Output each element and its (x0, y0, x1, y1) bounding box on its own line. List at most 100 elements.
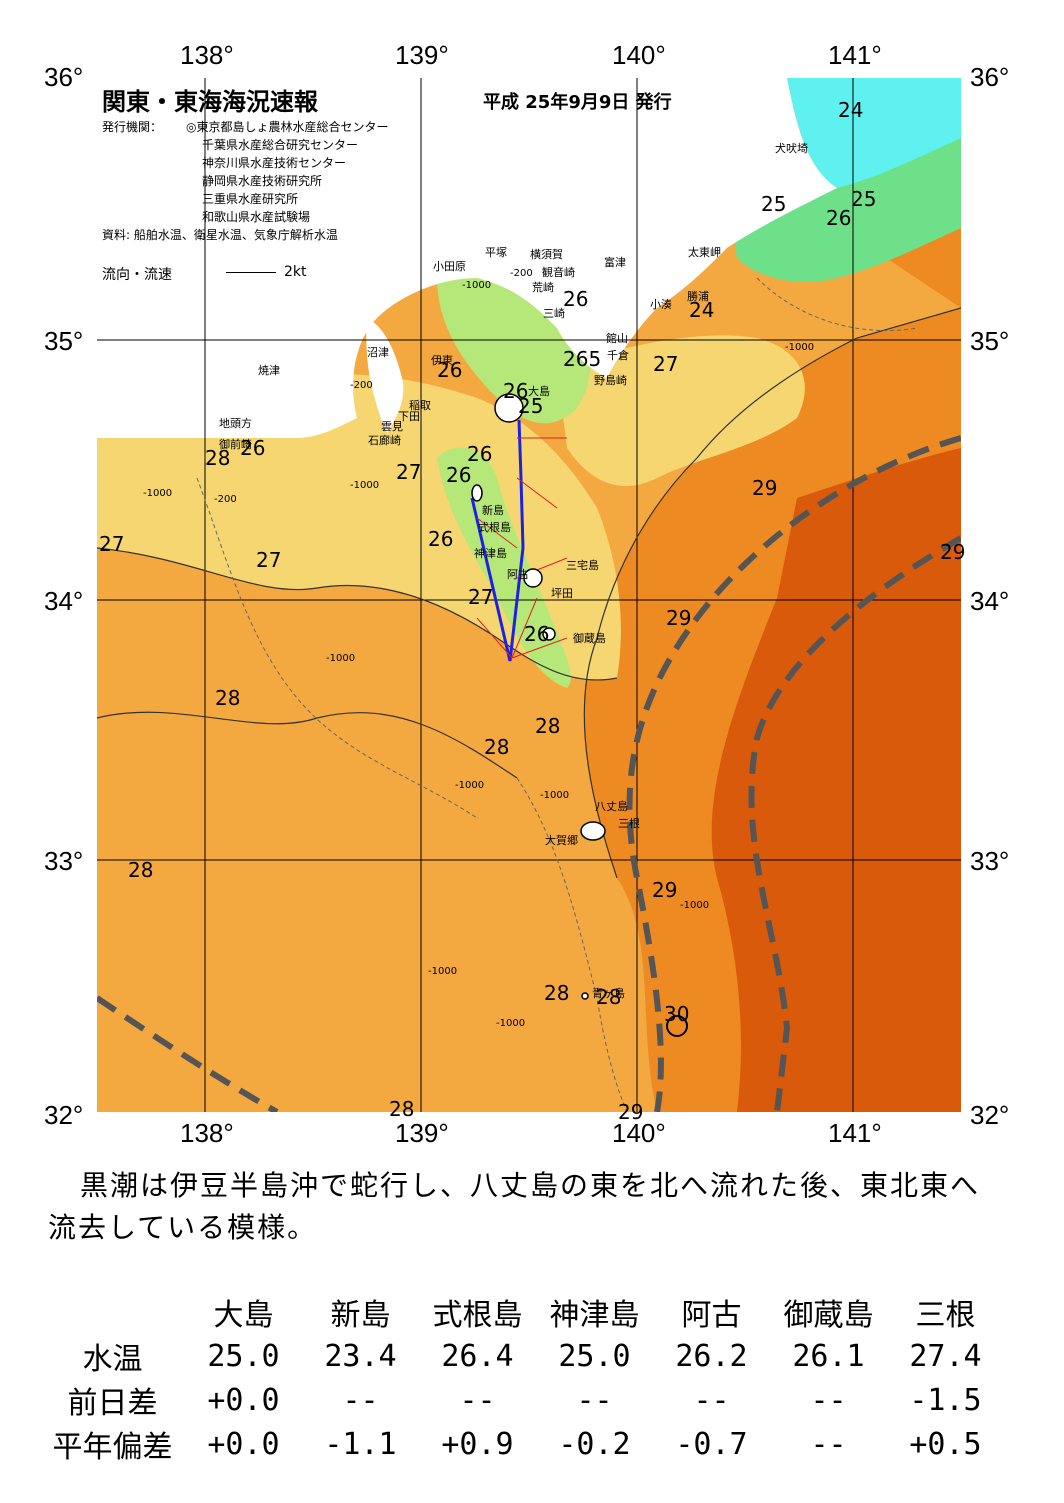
lat-label-36-right: 36° (970, 62, 1010, 92)
isotherm-lines (97, 307, 961, 879)
place-tsubota: 坪田 (551, 587, 573, 600)
table-cell: +0.0 (207, 1426, 280, 1462)
table-cell: 26.2 (675, 1338, 748, 1374)
isotherm-label: 27 (99, 532, 125, 556)
table-cell: 25.0 (207, 1338, 280, 1374)
place-taito: 太東岬 (688, 246, 721, 259)
publisher-6: 和歌山県水産試験場 (202, 210, 311, 224)
depth-label: -1000 (428, 966, 458, 977)
place-ako: 阿古 (507, 568, 529, 581)
miyakejima-island (523, 568, 543, 588)
table-cell: +0.9 (441, 1426, 514, 1462)
row-label: 平年偏差 (52, 1430, 173, 1465)
depth-label: -1000 (785, 342, 815, 353)
lon-label-138-top: 138° (180, 40, 234, 70)
issue-date: 平成 25年9月9日 発行 (483, 92, 672, 113)
place-jitokata: 地頭方 (219, 417, 252, 430)
station-header: 阿古 (681, 1298, 742, 1333)
place-ito: 伊東 (431, 354, 453, 367)
kuroshio-current-eddy (666, 1015, 688, 1037)
place-irouzaki: 石廊崎 (368, 434, 401, 447)
isotherm-label: 27 (653, 352, 679, 376)
table-cell: 23.4 (324, 1338, 397, 1374)
lat-label-36-left: 36° (44, 62, 84, 92)
place-izu-oshima: 大島 (528, 385, 550, 398)
lat-label-33-left: 33° (44, 846, 84, 876)
publisher-1: ◎東京都島しょ農林水産総合センター (186, 120, 389, 134)
current-legend-label: 流向・流速 (102, 267, 172, 283)
isotherm-label: 29 (652, 878, 678, 902)
place-chikura: 千倉 (607, 349, 629, 362)
niijima-island (471, 484, 483, 502)
place-shimoda: 下田 (398, 410, 420, 423)
table-cell: -- (342, 1382, 379, 1418)
place-aogashima: 青ヶ島 (592, 987, 625, 1000)
table-cell: 27.4 (909, 1338, 982, 1374)
station-header: 大島 (213, 1298, 274, 1333)
depth-label: -200 (510, 268, 533, 279)
table-cell: -- (693, 1382, 730, 1418)
station-header: 神津島 (549, 1298, 640, 1333)
zone-27 (97, 374, 621, 680)
row-label: 前日差 (67, 1386, 158, 1421)
depth-label: -1000 (350, 480, 380, 491)
place-shikinejima: 式根島 (478, 521, 511, 534)
depth-label: -1000 (496, 1018, 526, 1029)
lat-label-33-right: 33° (970, 846, 1010, 876)
izu-oshima-island (494, 393, 524, 423)
lon-label-140-top: 140° (612, 40, 666, 70)
zone-26-izu (437, 447, 571, 688)
table-row: 前日差 +0.0 -- -- -- -- -- -1.5 (40, 1378, 1004, 1422)
depth-label: -200 (350, 380, 373, 391)
place-yokosuka: 横須賀 (530, 248, 563, 261)
lon-label-141-bottom: 141° (828, 1118, 882, 1148)
place-mine: 三根 (618, 817, 640, 830)
table-cell: -- (459, 1382, 496, 1418)
isotherm-label: 24 (838, 98, 864, 122)
depth-label: -200 (214, 494, 237, 505)
isotherm-label: 26 (428, 527, 454, 551)
table-row: 水温 25.0 23.4 26.4 25.0 26.2 26.1 27.4 (40, 1334, 1004, 1378)
table-cell: -1.1 (324, 1426, 397, 1462)
zone-24 (787, 78, 961, 188)
isotherm-label: 26 (446, 463, 472, 487)
place-numazu: 沼津 (367, 346, 389, 359)
isotherm-label: 27 (256, 548, 282, 572)
summary-line-2: 流去している模様。 (48, 1211, 318, 1244)
isotherm-label: 29 (618, 1100, 644, 1124)
current-vectors (476, 437, 568, 659)
place-futtsu: 富津 (604, 256, 626, 269)
lat-label-32-right: 32° (970, 1100, 1010, 1130)
lon-label-139-top: 139° (395, 40, 449, 70)
lat-label-34-right: 34° (970, 586, 1010, 616)
table-cell: -- (810, 1382, 847, 1418)
place-niijima: 新島 (482, 504, 504, 517)
place-miyakejima: 三宅島 (566, 559, 599, 572)
isotherm-label: 25 (761, 192, 787, 216)
lat-label-35-left: 35° (44, 326, 84, 356)
isotherm-label: 26 (563, 287, 589, 311)
place-inatori: 稲取 (409, 399, 431, 412)
depth-contours (196, 277, 918, 1112)
station-header: 式根島 (432, 1298, 523, 1333)
current-legend-scale: 2kt (284, 264, 307, 280)
table-cell: -- (576, 1382, 613, 1418)
lon-label-140-bottom: 140° (612, 1118, 666, 1148)
publisher-label: 発行機関： (102, 120, 163, 134)
aogashima-island (581, 992, 589, 1000)
land-kanto (97, 78, 837, 438)
place-kumomi: 雲見 (381, 420, 403, 433)
isotherm-label: 28 (215, 686, 241, 710)
land-izu (366, 318, 404, 433)
isotherm-label: 26 (467, 442, 493, 466)
isotherm-label: 26 (437, 358, 463, 382)
zone-27-east (557, 335, 805, 487)
table-header-row: 大島 新島 式根島 神津島 阿古 御蔵島 三根 (40, 1290, 1004, 1334)
lat-label-32-left: 32° (44, 1100, 84, 1130)
isotherm-label: 28 (484, 735, 510, 759)
depth-label: -1000 (455, 780, 485, 791)
table-cell: 25.0 (558, 1338, 631, 1374)
station-header: 新島 (330, 1298, 391, 1333)
lon-label-138-bottom: 138° (180, 1118, 234, 1148)
isotherm-label: 26 (503, 379, 529, 403)
